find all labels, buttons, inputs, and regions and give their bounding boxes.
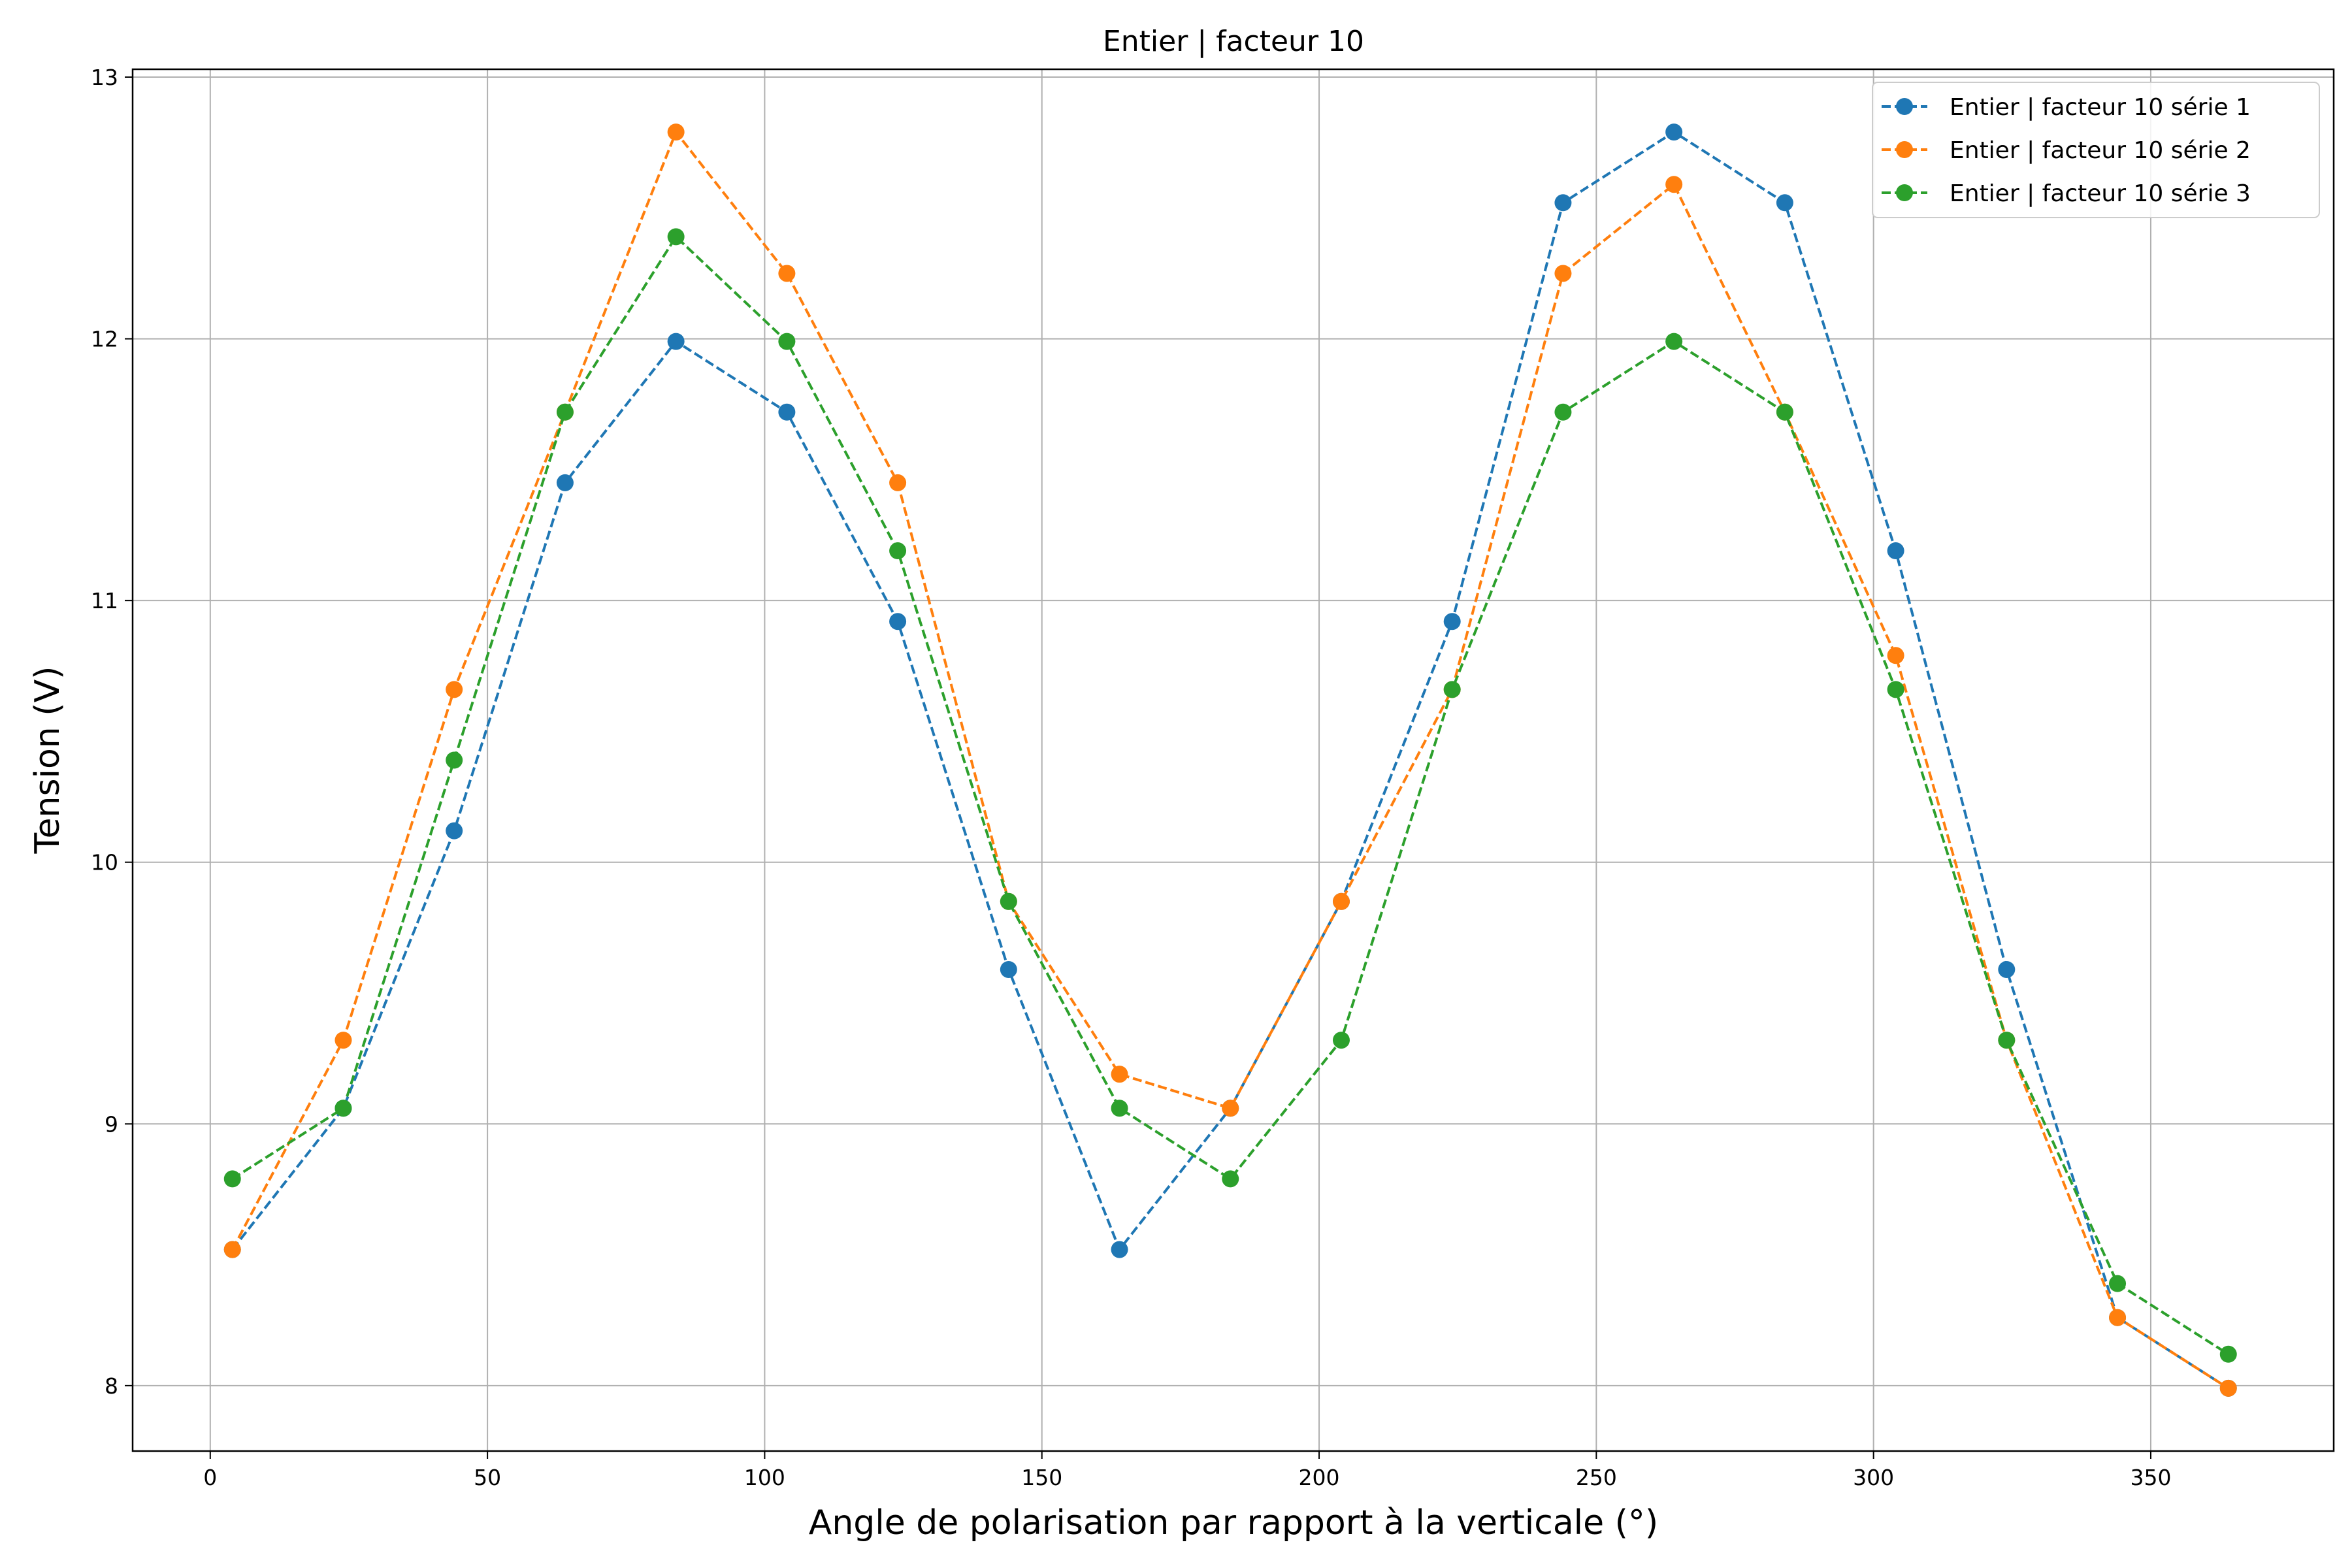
data-point: [556, 403, 574, 421]
series-line: [231, 129, 2229, 1390]
legend: Entier | facteur 10 série 1 Entier | fact…: [1872, 82, 2320, 218]
data-point: [446, 681, 463, 698]
legend-item: Entier | facteur 10 série 1: [1882, 94, 2251, 121]
data-point: [223, 1241, 241, 1258]
data-point: [1998, 960, 2016, 978]
data-point: [2219, 1379, 2237, 1397]
legend-item: Entier | facteur 10 série 3: [1882, 180, 2251, 207]
data-point: [1222, 1170, 1239, 1188]
data-point: [556, 474, 574, 491]
data-point: [1887, 647, 1904, 664]
x-tick-label: 250: [1576, 1465, 1617, 1490]
series-1: [223, 123, 2237, 1397]
data-point: [1332, 892, 1350, 910]
y-tick-label: 12: [91, 327, 118, 352]
x-tick-label: 200: [1299, 1465, 1340, 1490]
y-tick-label: 8: [105, 1373, 118, 1399]
data-point: [1332, 1032, 1350, 1049]
data-point: [2109, 1275, 2127, 1292]
data-point: [2109, 1309, 2127, 1326]
data-point: [1111, 1066, 1128, 1083]
y-axis-title: Tension (V): [28, 666, 67, 855]
data-point: [1111, 1241, 1128, 1258]
chart-title: Entier | facteur 10: [1103, 25, 1364, 58]
data-point: [1665, 333, 1683, 350]
x-tick-label: 150: [1021, 1465, 1062, 1490]
data-point: [1000, 960, 1017, 978]
data-point: [446, 751, 463, 769]
y-axis: 8 9 10 11 12 13: [91, 65, 133, 1399]
series-line: [231, 130, 2229, 1390]
data-point: [1222, 1100, 1239, 1117]
data-point: [778, 265, 796, 282]
data-point: [1554, 194, 1572, 212]
series-3: [223, 228, 2237, 1363]
grid: [133, 69, 2334, 1451]
data-point: [1554, 403, 1572, 421]
data-point: [1111, 1100, 1128, 1117]
legend-label: Entier | facteur 10 série 2: [1950, 137, 2251, 164]
data-point: [778, 403, 796, 421]
data-point: [335, 1032, 352, 1049]
legend-swatch-marker: [1896, 98, 1913, 115]
legend-label: Entier | facteur 10 série 1: [1950, 94, 2251, 121]
data-point: [1000, 892, 1017, 910]
data-point: [223, 1170, 241, 1188]
data-point: [335, 1100, 352, 1117]
data-point: [1554, 265, 1572, 282]
data-point: [1443, 681, 1461, 698]
data-point: [1776, 194, 1793, 212]
data-point: [889, 542, 907, 560]
data-point: [667, 228, 685, 246]
data-point: [889, 474, 907, 491]
x-tick-label: 0: [203, 1465, 217, 1490]
y-tick-label: 11: [91, 588, 118, 613]
data-point: [667, 333, 685, 350]
data-point: [889, 613, 907, 630]
data-point: [1998, 1032, 2016, 1049]
series-2: [223, 123, 2237, 1397]
legend-swatch-marker: [1896, 141, 1913, 158]
x-tick-label: 350: [2130, 1465, 2171, 1490]
data-point: [1776, 403, 1793, 421]
x-tick-label: 100: [744, 1465, 785, 1490]
data-point: [446, 822, 463, 840]
legend-label: Entier | facteur 10 série 3: [1950, 180, 2251, 207]
data-point: [1887, 681, 1904, 698]
data-point: [1443, 613, 1461, 630]
x-axis-title: Angle de polarisation par rapport à la v…: [809, 1503, 1658, 1543]
data-point: [2219, 1345, 2237, 1363]
plot-frame: [131, 68, 2335, 1452]
legend-swatch-marker: [1896, 184, 1913, 201]
y-tick-label: 13: [91, 65, 118, 90]
data-point: [1665, 123, 1683, 141]
legend-box: [1872, 82, 2320, 218]
x-axis: 0 50 100 150 200 250 300 350: [203, 1451, 2171, 1490]
legend-item: Entier | facteur 10 série 2: [1882, 137, 2251, 164]
y-tick-label: 9: [105, 1111, 118, 1137]
series-layer: [223, 123, 2237, 1397]
x-tick-label: 300: [1853, 1465, 1894, 1490]
data-point: [1887, 542, 1904, 560]
data-point: [667, 123, 685, 141]
data-point: [1665, 176, 1683, 193]
y-tick-label: 10: [91, 850, 118, 875]
data-point: [778, 333, 796, 350]
x-tick-label: 50: [474, 1465, 501, 1490]
